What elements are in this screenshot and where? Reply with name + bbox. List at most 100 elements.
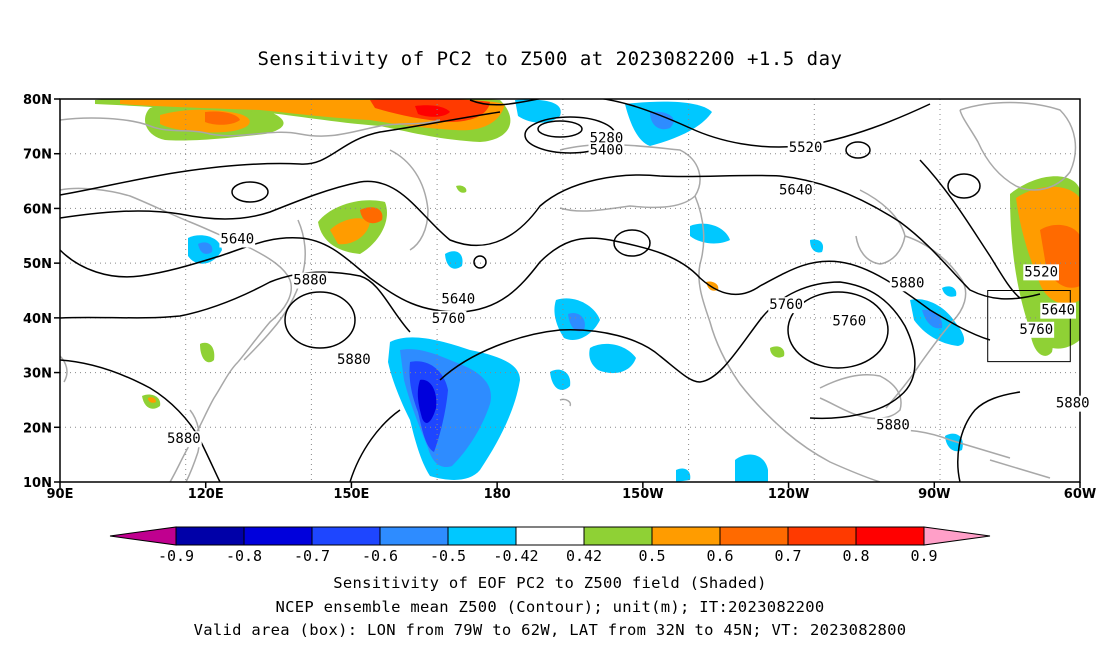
contour-label: 5760	[769, 297, 803, 313]
contour-label: 5640	[441, 292, 475, 308]
lat-tick-label: 30N	[23, 367, 52, 382]
lon-tick-label: 90W	[918, 487, 950, 502]
colorbar-label: 0.6	[706, 547, 733, 565]
shade-negative-cyan	[690, 223, 730, 244]
colorbar-label: -0.5	[430, 547, 466, 565]
colorbar-label: -0.42	[493, 547, 538, 565]
coastline-alaska	[559, 143, 701, 212]
colorbar-swatch	[311, 526, 381, 546]
colorbar-swatch	[379, 526, 449, 546]
colorbar-label: 0.42	[566, 547, 602, 565]
contour-label: 5520	[789, 140, 823, 156]
contour-label-bg	[430, 310, 467, 327]
colorbar-label: -0.9	[158, 547, 194, 565]
contour-5880	[473, 255, 487, 269]
shade-positive-red	[205, 111, 240, 125]
contour-5640	[60, 174, 1041, 300]
colorbar-label: -0.7	[294, 547, 330, 565]
colorbar-label: -0.8	[226, 547, 262, 565]
contour-label-bg	[1040, 302, 1077, 319]
contour-5280	[537, 120, 583, 138]
shade-positive-green	[456, 185, 467, 193]
shade-negative-cyan	[445, 251, 463, 269]
caption-shaded-field: Sensitivity of EOF PC2 to Z500 field (Sh…	[333, 574, 767, 592]
coastline-greenland	[959, 101, 1077, 191]
contour-5520	[845, 141, 871, 159]
colorbar-min-triangle	[109, 526, 177, 546]
shade-positive-red	[360, 207, 383, 224]
contour-label: 5880	[337, 352, 371, 368]
lon-tick-label: 150W	[622, 487, 663, 502]
contour-label: 5520	[1024, 264, 1058, 280]
map-frame	[60, 99, 1080, 482]
coastline-india	[60, 355, 68, 383]
contour-label-bg	[588, 130, 625, 147]
contour-5880	[60, 271, 411, 333]
coastline-hawaii	[559, 398, 572, 407]
lon-tick-label: 120E	[188, 487, 224, 502]
map-border	[59, 98, 1081, 483]
lon-tick-label: 90E	[47, 487, 74, 502]
lon-tick-label: 150E	[333, 487, 369, 502]
shade-negative-blue	[198, 242, 213, 254]
caption-contour-field: NCEP ensemble mean Z500 (Contour); unit(…	[275, 598, 825, 616]
contour-5760	[60, 236, 991, 341]
colorbar-swatch	[583, 526, 653, 546]
contour-label: 5640	[1041, 303, 1075, 319]
colorbar-label: -0.6	[362, 547, 398, 565]
colorbar-swatch	[243, 526, 313, 546]
contour-5880	[957, 391, 1021, 482]
contour-label-bg	[768, 297, 805, 314]
shade-negative-cyan	[589, 343, 636, 374]
coastline-north-america-east	[885, 235, 967, 409]
lat-axis: 80N 70N 60N 50N 40N 30N 20N 10N	[23, 93, 60, 491]
lat-tick-label: 50N	[23, 257, 52, 272]
shade-negative-navy	[417, 379, 437, 423]
shade-negative-cyan	[735, 454, 768, 482]
shade-negative-cyan	[942, 286, 957, 297]
coastline-korea-china	[169, 361, 239, 482]
contour-label: 5280	[590, 130, 624, 146]
contour-5520	[919, 159, 1021, 299]
lat-tick-label: 60N	[23, 202, 52, 217]
shade-negative-blue	[650, 111, 674, 130]
contour-label: 5880	[876, 418, 910, 434]
contour-label: 5760	[832, 314, 866, 330]
colorbar-swatch	[175, 526, 245, 546]
contour-5640	[613, 229, 651, 257]
contour-5880	[349, 409, 401, 482]
shade-positive-green	[770, 346, 785, 358]
lat-tick-label: 70N	[23, 148, 52, 163]
contour-label-bg	[165, 431, 202, 448]
colorbar: -0.9 -0.8 -0.7 -0.6 -0.5 -0.42 0.42 0.5 0.6 0.7 0.…	[109, 526, 991, 565]
colorbar-label: 0.7	[774, 547, 801, 565]
contour-5520	[947, 173, 981, 199]
contour-label-bg	[588, 142, 625, 159]
colorbar-swatch	[719, 526, 789, 546]
coastline-asia-arctic	[60, 117, 441, 137]
contour-label-bg	[292, 272, 329, 289]
shade-negative-cyan	[550, 369, 571, 390]
contour-5880	[284, 291, 356, 349]
colorbar-swatch	[651, 526, 721, 546]
contour-label: 5760	[1019, 322, 1053, 338]
contour-5520	[231, 181, 269, 203]
lon-tick-label: 60W	[1064, 487, 1096, 502]
shade-positive-orange	[330, 218, 370, 245]
contour-label-bg	[889, 275, 926, 292]
contour-label-bg	[777, 182, 814, 199]
colorbar-swatch	[787, 526, 857, 546]
colorbar-swatch	[515, 526, 585, 546]
lat-tick-label: 80N	[23, 93, 52, 108]
contour-label: 5880	[167, 431, 201, 447]
caption-valid-area: Valid area (box): LON from 79W to 62W, L…	[193, 621, 907, 639]
colorbar-swatch	[447, 526, 517, 546]
lon-axis: 90E 120E 150E 180 150W 120W 90W 60W	[47, 482, 1096, 502]
shade-negative-cyan	[676, 468, 691, 482]
contour-label-bg	[335, 351, 372, 368]
coastline-hudson	[855, 189, 906, 265]
coastline-philippines	[185, 409, 201, 482]
colorbar-label: 0.8	[842, 547, 869, 565]
contour-label: 5760	[432, 311, 466, 327]
